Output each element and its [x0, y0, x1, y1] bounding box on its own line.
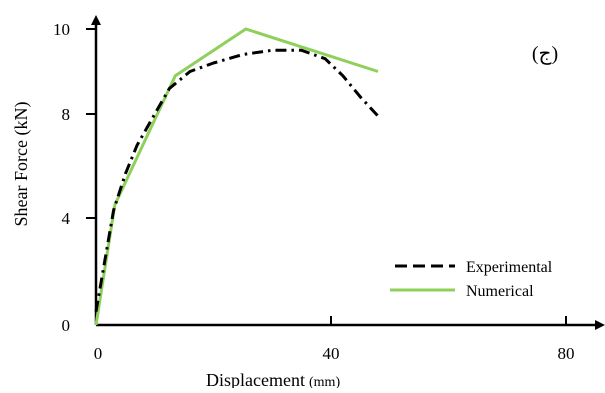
y-tick-label: 8: [62, 105, 71, 124]
axes: [91, 15, 605, 330]
legend-label-experimental: Experimental: [466, 259, 553, 276]
legend-label-numerical: Numerical: [466, 283, 534, 300]
legend: Experimental Numerical: [390, 259, 553, 300]
x-tick-label: 40: [323, 344, 340, 363]
series-line-numerical: [94, 27, 379, 326]
x-axis-title: Displacement: [206, 370, 305, 388]
y-tick-label: 4: [62, 209, 71, 228]
series-line-experimental: [94, 48, 383, 312]
x-tick-label: 80: [558, 344, 575, 363]
y-tick-label: 0: [62, 316, 71, 335]
x-tick-label: 0: [94, 344, 103, 363]
x-axis-unit: (mm): [309, 375, 340, 388]
panel-label: (ج): [532, 43, 558, 65]
series: [94, 27, 383, 326]
ticks: 0 40 80 0 4 8 10: [53, 20, 575, 363]
y-axis-title: Shear Force (kN): [11, 102, 32, 227]
y-tick-label: 10: [53, 20, 70, 39]
